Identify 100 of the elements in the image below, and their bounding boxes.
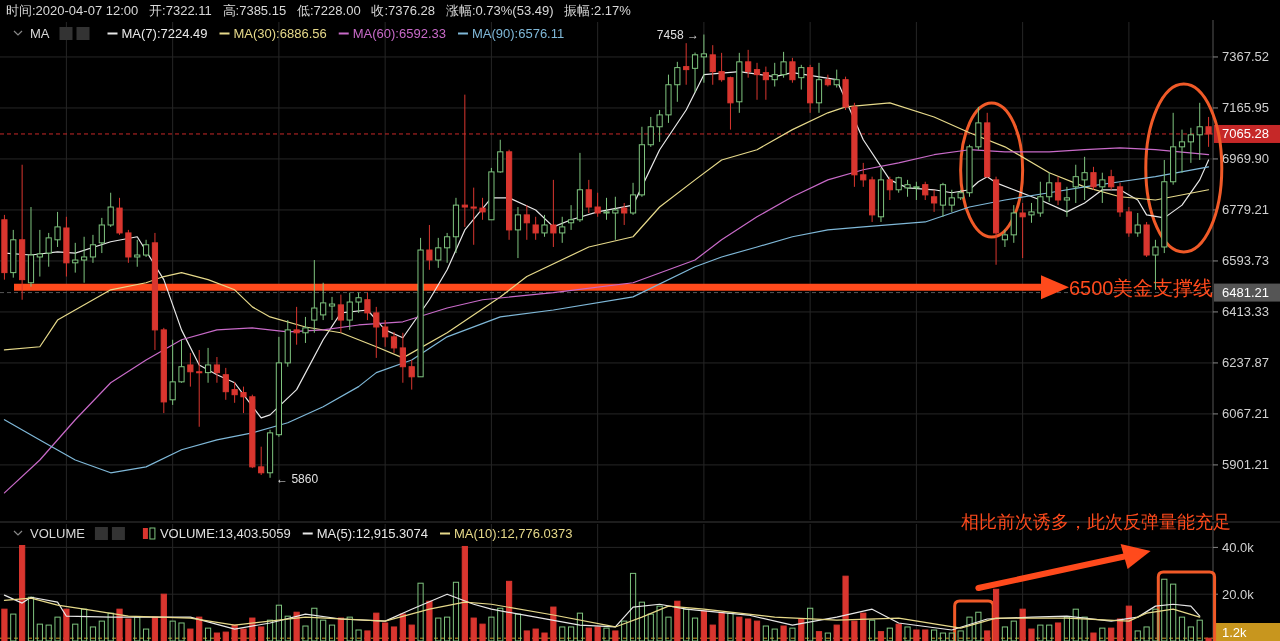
candlestick	[1125, 206, 1132, 238]
bar	[576, 612, 584, 641]
candlestick	[461, 94, 468, 228]
ref-line-label: 6481.21	[1222, 285, 1269, 301]
candlestick	[1001, 229, 1009, 248]
candlestick	[931, 189, 938, 213]
candlestick	[656, 109, 663, 143]
bar	[762, 625, 769, 641]
bar	[1054, 622, 1062, 641]
bar	[922, 629, 929, 641]
annotation: 7458 →	[656, 27, 699, 42]
bar	[81, 608, 88, 641]
bar	[674, 600, 681, 641]
candlestick	[523, 204, 530, 241]
candlestick	[1054, 176, 1062, 206]
bar	[36, 623, 43, 641]
candlestick	[1046, 172, 1053, 203]
bar	[851, 620, 858, 641]
bar	[355, 629, 362, 641]
candlestick	[302, 316, 309, 344]
candlestick	[824, 74, 831, 88]
annotation: ← 5860	[276, 471, 319, 486]
candlestick	[444, 232, 451, 264]
candlestick	[1187, 127, 1194, 164]
bar	[691, 617, 699, 641]
bar	[550, 606, 557, 641]
bar	[479, 623, 486, 641]
bar	[647, 613, 654, 641]
candlestick	[1134, 212, 1141, 238]
bar	[1010, 620, 1017, 641]
bar	[222, 631, 229, 641]
candlestick	[612, 196, 619, 241]
candlestick	[709, 44, 716, 86]
bar	[45, 624, 52, 641]
bar	[98, 620, 105, 641]
bar	[169, 620, 176, 641]
bar	[1063, 616, 1071, 641]
bar	[727, 612, 734, 641]
candlestick	[886, 176, 893, 201]
bar	[523, 630, 530, 641]
candlestick	[355, 292, 362, 314]
bar	[204, 627, 212, 641]
candlestick	[718, 52, 725, 83]
legend-label: MA(90):6576.11	[471, 26, 565, 41]
bar	[931, 629, 938, 641]
candlestick	[107, 192, 114, 228]
candlestick	[1019, 202, 1026, 259]
candlestick	[567, 204, 575, 231]
candlestick	[1178, 129, 1186, 174]
candlestick	[585, 179, 592, 214]
bar	[417, 582, 424, 641]
bar	[612, 630, 619, 641]
bar	[1019, 608, 1026, 641]
bar	[709, 624, 716, 641]
bar	[824, 632, 831, 641]
bar	[656, 605, 663, 641]
candlestick	[594, 192, 601, 218]
bar	[444, 616, 451, 641]
bar	[718, 612, 725, 641]
bar	[603, 627, 610, 641]
bar	[399, 613, 406, 641]
y-tick-label: 6779.21	[1222, 202, 1269, 218]
legend-label: MA(7):7224.49	[121, 26, 208, 41]
bar	[1090, 632, 1097, 641]
candlestick	[231, 381, 238, 404]
candlestick	[435, 237, 442, 269]
candlestick	[559, 216, 566, 244]
candlestick	[1081, 156, 1088, 201]
candlestick	[45, 232, 52, 268]
candlestick	[81, 236, 88, 284]
bar	[1028, 628, 1035, 641]
bar	[683, 608, 690, 641]
bar	[895, 623, 902, 641]
bar	[107, 612, 114, 641]
candlestick	[771, 62, 778, 88]
candlestick	[939, 182, 947, 218]
candlestick	[1099, 172, 1106, 204]
y-tick-label: 40.0k	[1222, 539, 1255, 555]
bar	[736, 616, 743, 641]
candlestick	[922, 181, 929, 201]
candlestick	[798, 64, 805, 91]
bar	[913, 629, 920, 641]
annotation: 6500美金支撑线	[1069, 277, 1214, 300]
bar	[142, 628, 150, 641]
bar	[807, 607, 814, 641]
candlestick	[541, 214, 548, 238]
candlestick	[364, 292, 371, 321]
y-tick-label: 7367.52	[1222, 49, 1269, 65]
legend-label: MA(5):12,915.3074	[316, 526, 429, 541]
candlestick	[408, 359, 415, 391]
bar	[1134, 630, 1141, 641]
bar	[1196, 619, 1203, 641]
bar	[373, 612, 380, 641]
legend-label: MA(10):12,776.0373	[454, 526, 573, 541]
bar	[27, 596, 35, 641]
bar	[559, 626, 566, 641]
candlestick	[691, 52, 699, 93]
candlestick	[293, 306, 300, 346]
y-tick-label: 6593.73	[1222, 253, 1269, 269]
bar	[160, 593, 167, 641]
